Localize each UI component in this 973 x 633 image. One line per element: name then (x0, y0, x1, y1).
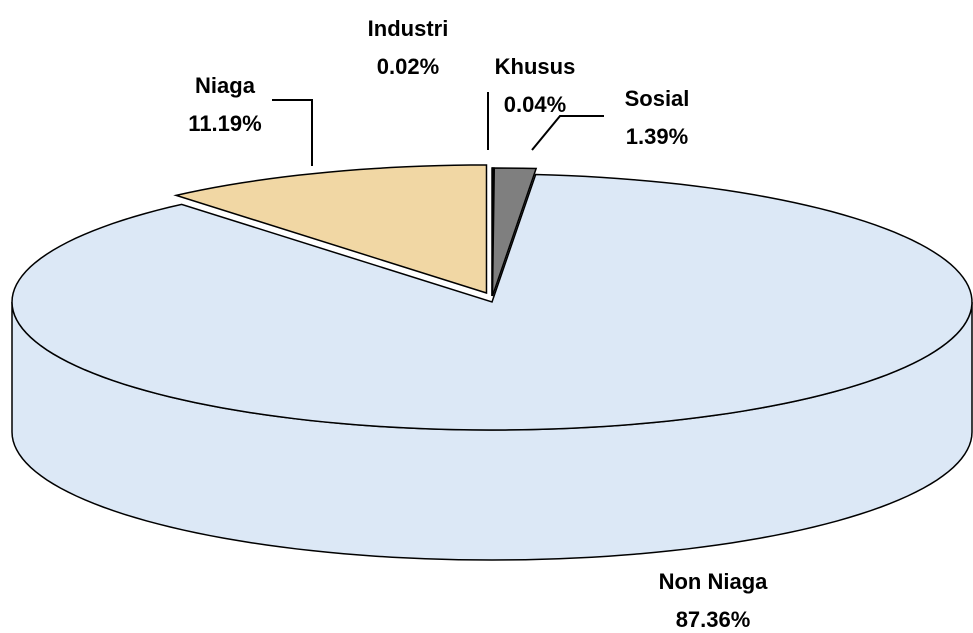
slice (11, 173, 973, 431)
leader-lines (272, 92, 604, 166)
leader-line (272, 99, 313, 166)
slice-label: Sosial (625, 86, 690, 111)
slice (173, 164, 488, 295)
slice-label: Niaga (195, 73, 256, 98)
slice-value-label: 0.02% (377, 54, 439, 79)
slice-label: Khusus (495, 54, 576, 79)
slice-value-label: 11.19% (188, 111, 261, 136)
slice-value-label: 0.04% (504, 92, 566, 117)
leader-line (531, 115, 604, 151)
slice-label: Industri (368, 16, 449, 41)
slice-value-label: 1.39% (626, 124, 688, 149)
slice-tops (11, 164, 973, 431)
slice-value-label: 87.36% (676, 607, 751, 632)
slice (491, 167, 538, 297)
slice-label: Non Niaga (659, 569, 769, 594)
